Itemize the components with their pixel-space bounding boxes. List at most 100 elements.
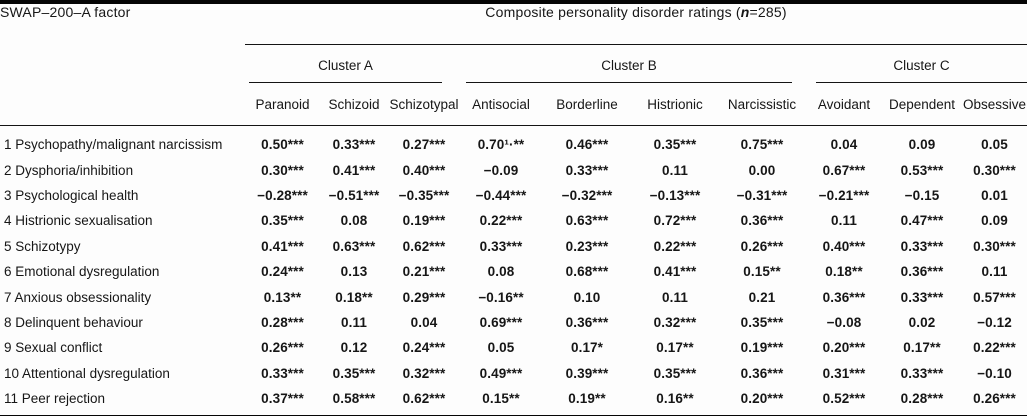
correlation-value: 0.37*** [261, 391, 304, 407]
correlation-value: 0.35*** [332, 365, 376, 381]
correlation-value: 0.10 [573, 289, 601, 305]
correlation-value: 0.22*** [973, 340, 1016, 356]
correlation-value: −0.21*** [818, 187, 870, 203]
correlation-value: 0.12 [340, 340, 368, 356]
correlation-value: 0.33*** [261, 365, 304, 381]
factor-label: 2 Dysphoria/inhibition [4, 162, 134, 178]
correlation-value: 0.05 [487, 340, 515, 356]
correlation-value: −0.28*** [257, 187, 308, 203]
correlation-value: 0.35*** [653, 137, 697, 153]
table-row: 10 Attentional dysregulation 0.33*** 0.35*… [0, 361, 1027, 386]
cluster-c-group-header: Cluster C [806, 45, 1027, 83]
table-row: 4 Histrionic sexualisation 0.35*** 0.08 0.1… [0, 208, 1027, 233]
correlation-value: 0.41*** [653, 264, 697, 280]
correlation-value: 0.28*** [900, 391, 944, 407]
correlation-value: 0.40*** [402, 162, 446, 178]
row-header-title: SWAP–200–A factor [0, 2, 245, 126]
correlation-value: 0.04 [830, 137, 858, 153]
correlation-value: 0.24*** [261, 264, 304, 280]
correlation-value: −0.13*** [649, 187, 701, 203]
correlation-value: 0.02 [908, 314, 936, 330]
correlation-value: 0.63*** [332, 238, 376, 254]
correlation-value: 0.13 [340, 264, 368, 280]
correlation-value: 0.26*** [973, 391, 1016, 407]
correlation-value: 0.53*** [900, 162, 944, 178]
correlation-value: 0.49*** [479, 365, 523, 381]
correlation-value: 0.23*** [565, 238, 609, 254]
correlation-value: 0.70¹·** [477, 137, 525, 153]
correlation-value: 0.32*** [653, 314, 697, 330]
correlation-value: 0.18** [335, 289, 373, 305]
correlation-value: 0.33*** [332, 137, 376, 153]
correlation-value: 0.24*** [402, 340, 446, 356]
correlation-value: 0.28*** [261, 314, 304, 330]
correlation-value: −0.35*** [398, 187, 450, 203]
correlation-value: 0.35*** [653, 365, 697, 381]
col-header-schizotypal: Schizotypal [388, 83, 460, 126]
correlation-value: 0.26*** [261, 340, 304, 356]
factor-label: 1 Psychopathy/malignant narcissism [4, 137, 223, 153]
correlation-value: 0.62*** [402, 238, 446, 254]
correlation-value: 0.15** [482, 391, 520, 407]
composite-ratings-header: Composite personality disorder ratings (… [245, 2, 1027, 45]
correlation-value: 0.35*** [261, 213, 304, 229]
correlation-value: −0.09 [483, 162, 519, 178]
factor-label: 4 Histrionic sexualisation [4, 213, 153, 229]
correlation-value: 0.30*** [973, 162, 1016, 178]
correlation-value: 0.26*** [740, 238, 784, 254]
cluster-a-group-header: Cluster A [245, 45, 460, 83]
correlation-value: 0.35*** [740, 314, 784, 330]
col-header-borderline: Borderline [542, 83, 632, 126]
correlation-value: 0.15** [743, 264, 781, 280]
col-header-avoidant: Avoidant [806, 83, 882, 126]
composite-header-suffix: =285) [749, 4, 787, 20]
table-row: 7 Anxious obsessionality 0.13** 0.18** 0.29… [0, 284, 1027, 309]
col-header-histrionic: Histrionic [632, 83, 718, 126]
correlation-value: 0.20*** [822, 340, 866, 356]
correlation-value: 0.33*** [900, 238, 944, 254]
factor-label: 9 Sexual conflict [4, 340, 103, 356]
table-row: 8 Delinquent behaviour 0.28*** 0.11 0.04 0.6… [0, 310, 1027, 335]
correlation-value: 0.30*** [973, 238, 1016, 254]
correlation-value: 0.17** [656, 340, 694, 356]
correlation-value: 0.21*** [402, 264, 446, 280]
correlation-value: 0.09 [981, 213, 1008, 229]
correlation-value: 0.36*** [822, 289, 866, 305]
correlation-value: 0.30*** [261, 162, 304, 178]
table-row: 9 Sexual conflict 0.26*** 0.12 0.24*** 0.05 0… [0, 335, 1027, 360]
correlation-value: 0.00 [748, 162, 776, 178]
correlation-value: 0.36*** [900, 264, 944, 280]
correlation-value: 0.46*** [565, 137, 609, 153]
correlation-value: 0.33*** [479, 238, 523, 254]
correlation-value: 0.52*** [822, 391, 866, 407]
cluster-c-label: Cluster C [816, 58, 1027, 83]
correlation-value: 0.18** [825, 264, 863, 280]
correlation-value: 0.17** [903, 340, 941, 356]
correlation-value: −0.44*** [475, 187, 527, 203]
correlation-value: 0.47*** [900, 213, 944, 229]
correlation-value: 0.36*** [565, 314, 609, 330]
correlation-value: 0.21 [748, 289, 776, 305]
correlation-value: 0.68*** [565, 264, 609, 280]
correlation-value: 0.20*** [740, 391, 784, 407]
correlation-value: 0.08 [340, 213, 368, 229]
correlation-value: 0.36*** [740, 365, 784, 381]
correlation-value: 0.67*** [822, 162, 866, 178]
table-row: 2 Dysphoria/inhibition 0.30*** 0.41*** 0.40… [0, 157, 1027, 182]
correlation-value: 0.22*** [479, 213, 523, 229]
correlation-value: 0.69*** [479, 314, 523, 330]
factor-label: 6 Emotional dysregulation [4, 264, 160, 280]
col-header-narcissistic: Narcissistic [718, 83, 806, 126]
correlation-value: 0.31*** [822, 365, 866, 381]
correlation-value: 0.08 [487, 264, 515, 280]
correlation-value: −0.31*** [736, 187, 788, 203]
correlation-value: 0.57*** [973, 289, 1016, 305]
factor-label: 11 Peer rejection [4, 391, 106, 407]
correlation-value: 0.09 [908, 137, 936, 153]
cluster-b-label: Cluster B [466, 58, 792, 83]
correlation-value: −0.15 [904, 187, 940, 203]
correlation-value: 0.27*** [402, 137, 446, 153]
correlation-value: 0.72*** [653, 213, 697, 229]
